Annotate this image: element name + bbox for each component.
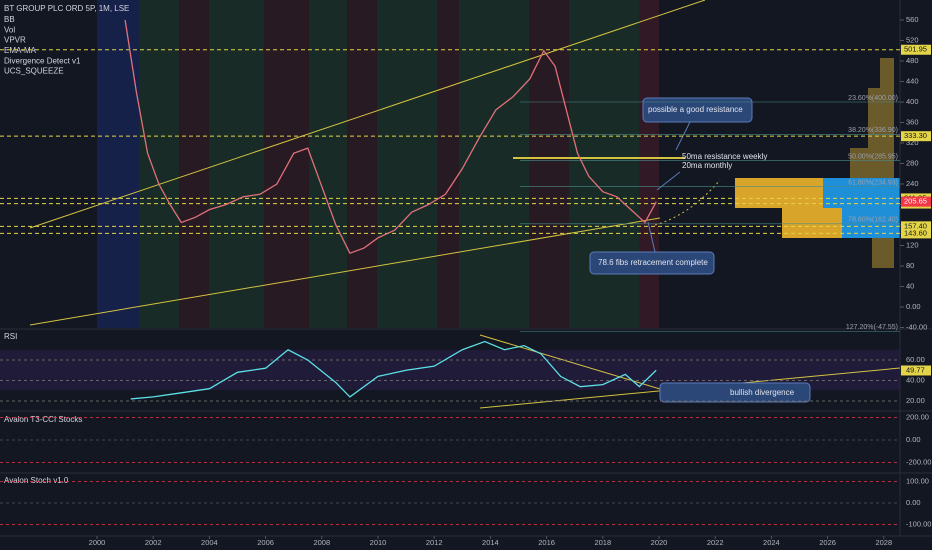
y-tick-label: 0.00 xyxy=(906,302,921,311)
y-tick-label: 360 xyxy=(906,117,919,126)
price-line xyxy=(124,19,657,254)
indicator-name: Vol xyxy=(4,25,15,34)
y-tick-label: 60.00 xyxy=(906,355,925,364)
rsi-last-label: 49.77 xyxy=(906,365,925,374)
level-badge xyxy=(901,44,931,55)
fib-label: 38.20%(336.90) xyxy=(848,127,898,134)
level-label: 501.95 xyxy=(904,45,927,54)
y-tick-label: 560 xyxy=(906,15,919,24)
fib-label: 78.60%(162.40) xyxy=(848,217,898,224)
x-tick-label: 2024 xyxy=(763,538,780,547)
y-tick-label: -200.00 xyxy=(906,457,931,466)
y-tick-label: 520 xyxy=(906,35,919,44)
annotation: 50ma resistance weekly 20ma monthly xyxy=(656,152,767,191)
last-price-label: 205.65 xyxy=(904,197,927,206)
indicator-name: BB xyxy=(4,15,15,24)
x-tick-label: 2008 xyxy=(313,538,330,547)
indicator-name: Divergence Detect v1 xyxy=(4,56,81,65)
fib-label: 61.80%(234.93) xyxy=(848,179,898,186)
y-tick-label: 320 xyxy=(906,138,919,147)
y-tick-label: 40 xyxy=(906,281,914,290)
y-tick-label: -40.00 xyxy=(906,322,927,331)
fib-label: 50.00%(285.95) xyxy=(848,153,898,160)
symbol-title: BT GROUP PLC ORD 5P, 1M, LSE xyxy=(4,4,129,13)
x-tick-label: 2010 xyxy=(370,538,387,547)
y-tick-label: 280 xyxy=(906,158,919,167)
x-tick-label: 2026 xyxy=(819,538,836,547)
rsi-badge xyxy=(901,365,931,376)
panel-title: RSI xyxy=(4,332,17,341)
annotation-text: 20ma monthly xyxy=(682,161,732,170)
panel-separators xyxy=(0,0,932,537)
level-badge xyxy=(901,221,931,232)
annotation: bullish divergence xyxy=(659,382,811,403)
y-tick-label: 0.00 xyxy=(906,435,921,444)
fib-label: 23.60%(400.00) xyxy=(848,95,898,102)
y-tick-label: 20.00 xyxy=(906,396,925,405)
x-tick-label: 2002 xyxy=(145,538,162,547)
last-price-badge xyxy=(901,196,931,207)
x-tick-label: 2000 xyxy=(89,538,106,547)
y-tick-label: 40.00 xyxy=(906,375,925,384)
y-tick-label: 400 xyxy=(906,97,919,106)
y-tick-label: 240 xyxy=(906,179,919,188)
x-tick-label: 2014 xyxy=(482,538,499,547)
squeeze-bands xyxy=(97,0,659,328)
indicator-name: UCS_SQUEEZE xyxy=(4,67,64,76)
level-label: 333.30 xyxy=(904,131,927,140)
y-tick-label: -100.00 xyxy=(906,519,931,528)
y-tick-label: 440 xyxy=(906,76,919,85)
panel-title: Avalon T3-CCI Stocks xyxy=(4,415,82,424)
annotation: possible a good resistance xyxy=(642,97,753,151)
annotation-text: possible a good resistance xyxy=(648,105,743,114)
x-tick-label: 2020 xyxy=(651,538,668,547)
y-tick-label: 80 xyxy=(906,261,914,270)
rsi-line xyxy=(130,340,657,400)
x-tick-label: 2016 xyxy=(538,538,555,547)
level-label: 143.60 xyxy=(904,228,927,237)
panel-title: Avalon Stoch v1.0 xyxy=(4,476,69,485)
annotation-text: 50ma resistance weekly xyxy=(682,152,767,161)
annotation-text: 78.6 fibs retracement complete xyxy=(598,258,708,267)
x-tick-label: 2022 xyxy=(707,538,724,547)
indicator-name: EMA-MA xyxy=(4,46,37,55)
y-tick-label: 100.00 xyxy=(906,476,929,485)
y-tick-label: 120 xyxy=(906,240,919,249)
y-tick-label: 0.00 xyxy=(906,498,921,507)
annotation: 78.6 fibs retracement complete xyxy=(589,221,715,275)
level-badge xyxy=(901,228,931,239)
y-tick-label: 480 xyxy=(906,56,919,65)
x-tick-label: 2012 xyxy=(426,538,443,547)
fib-label: 127.20%(-47.55) xyxy=(846,324,898,331)
level-badge xyxy=(901,131,931,142)
annotation-text: bullish divergence xyxy=(730,388,795,397)
x-tick-label: 2006 xyxy=(257,538,274,547)
x-tick-label: 2018 xyxy=(594,538,611,547)
level-label: 157.40 xyxy=(904,221,927,230)
legend: BT GROUP PLC ORD 5P, 1M, LSE xyxy=(4,4,129,13)
y-tick-label: 200.00 xyxy=(906,412,929,421)
x-tick-label: 2028 xyxy=(875,538,892,547)
x-tick-label: 2004 xyxy=(201,538,218,547)
indicator-name: VPVR xyxy=(4,36,26,45)
